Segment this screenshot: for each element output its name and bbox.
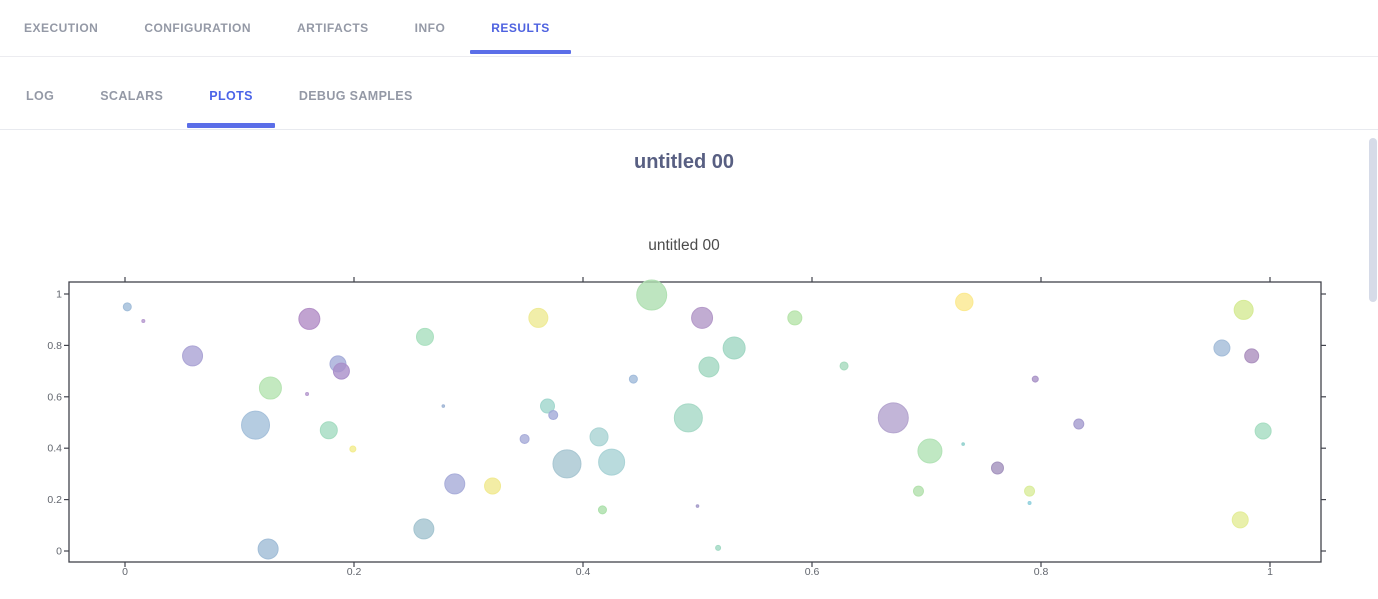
subtab-scalars[interactable]: SCALARS — [100, 88, 164, 103]
x-tick-label: 1 — [1267, 566, 1273, 578]
scatter-point — [1031, 375, 1039, 383]
scatter-point — [722, 336, 746, 360]
scatter-point — [1073, 418, 1085, 430]
scatter-point — [241, 410, 271, 440]
subtab-log[interactable]: LOG — [26, 88, 55, 103]
scatter-point — [589, 427, 609, 447]
scatter-point — [961, 442, 965, 446]
scatter-point — [839, 361, 849, 371]
subtab-debug-samples[interactable]: DEBUG SAMPLES — [298, 88, 413, 103]
chart-inner-title: untitled 00 — [648, 237, 720, 254]
scatter-point — [787, 310, 803, 326]
scatter-point — [540, 398, 556, 414]
scatter-point — [141, 318, 146, 323]
main-tabs-bar: EXECUTION CONFIGURATION ARTIFACTS INFO R… — [0, 0, 1378, 57]
scatter-point — [715, 544, 722, 551]
tab-configuration[interactable]: CONFIGURATION — [144, 21, 252, 35]
scatter-point — [636, 279, 668, 311]
scatter-point — [298, 307, 321, 330]
scatter-point — [598, 448, 626, 476]
x-tick-label: 0 — [122, 566, 128, 578]
y-tick-label: 0.6 — [47, 391, 62, 403]
scatter-point — [673, 403, 703, 433]
scatter-point — [257, 538, 279, 560]
scatter-point — [332, 362, 350, 380]
tab-info[interactable]: INFO — [414, 21, 446, 35]
y-tick-label: 1 — [56, 289, 62, 301]
scatter-point — [955, 292, 974, 312]
scatter-point — [305, 391, 310, 396]
scatter-point — [691, 306, 714, 329]
scatter-point — [695, 504, 700, 508]
scatter-point — [413, 518, 435, 540]
scatter-point — [628, 374, 638, 384]
scatter-point — [1213, 339, 1231, 357]
scatter-point — [552, 449, 582, 479]
tab-execution[interactable]: EXECUTION — [24, 21, 99, 35]
scatter-point — [1244, 348, 1260, 364]
scatter-point — [122, 302, 132, 312]
scatter-point — [877, 402, 909, 434]
y-tick-label: 0.2 — [47, 494, 62, 506]
tab-artifacts[interactable]: ARTIFACTS — [297, 21, 369, 35]
x-tick-label: 0.2 — [347, 566, 362, 578]
y-tick-label: 0 — [56, 546, 62, 558]
scatter-point — [484, 477, 502, 495]
scatter-point — [917, 438, 943, 464]
plot-frame — [68, 281, 1322, 563]
scatter-point — [528, 307, 549, 328]
scatter-point — [258, 376, 282, 400]
plots-panel: 0 0.2 0.4 0.6 0.8 1 0 0.2 0.4 0.6 0.8 1 untitled 00… — [0, 130, 1378, 599]
tab-results[interactable]: RESULTS — [470, 0, 572, 56]
scatter-point — [597, 505, 607, 515]
bubble-chart[interactable]: 0 0.2 0.4 0.6 0.8 1 0 0.2 0.4 0.6 0.8 1 — [0, 130, 1378, 599]
results-subtabs-bar: LOG SCALARS PLOTS DEBUG SAMPLES — [0, 57, 1378, 130]
scatter-point — [519, 433, 530, 444]
subtab-plots[interactable]: PLOTS — [187, 62, 275, 129]
scatter-point — [1027, 500, 1032, 505]
y-tick-label: 0.4 — [47, 443, 62, 455]
scatter-point — [1024, 485, 1036, 497]
scatter-point — [1233, 299, 1254, 320]
scatter-point — [182, 345, 204, 367]
plot-card-title: untitled 00 — [633, 151, 734, 173]
y-tick-label: 0.8 — [47, 340, 62, 352]
scatter-point — [548, 410, 559, 421]
scatter-point — [441, 404, 446, 408]
x-tick-label: 0.4 — [576, 566, 591, 578]
scatter-point — [1254, 422, 1272, 440]
scatter-point — [415, 327, 434, 346]
scatter-point — [349, 445, 357, 453]
x-tick-label: 0.8 — [1034, 566, 1049, 578]
scatter-point — [698, 356, 720, 378]
scatter-point — [319, 421, 338, 440]
scatter-point — [444, 473, 466, 495]
scatter-point — [912, 485, 924, 497]
scatter-point — [990, 461, 1004, 475]
scatter-point — [1231, 511, 1249, 529]
x-tick-label: 0.6 — [805, 566, 820, 578]
vertical-scrollbar-thumb[interactable] — [1369, 138, 1377, 302]
